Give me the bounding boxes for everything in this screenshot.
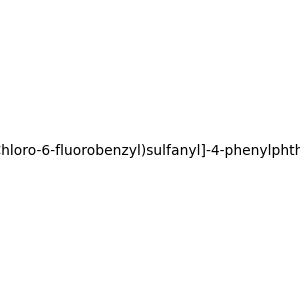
Text: 1-[(2-Chloro-6-fluorobenzyl)sulfanyl]-4-phenylphthalazine: 1-[(2-Chloro-6-fluorobenzyl)sulfanyl]-4-…	[0, 145, 300, 158]
